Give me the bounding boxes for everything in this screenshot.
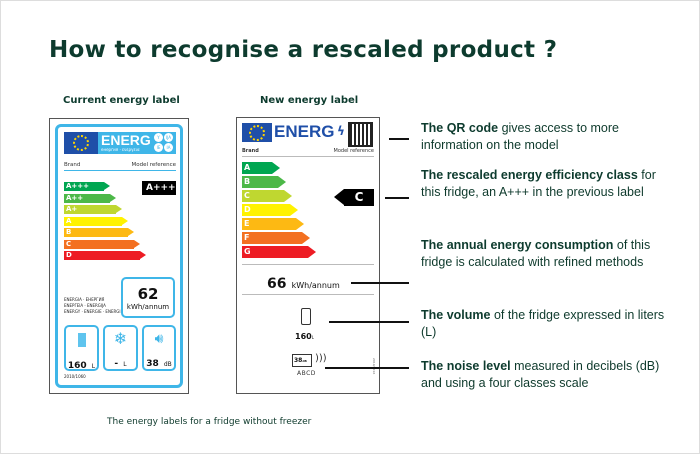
energy-class-bar-b: B — [64, 228, 134, 237]
kwh-value: 62 — [137, 285, 159, 303]
brand-label: Brand — [64, 162, 81, 168]
energ-banner: ENERG енергия · ενεργεια Y IJA IE IA — [98, 132, 176, 154]
energy-class-bar-aplusplusplus: A+++ — [64, 182, 110, 191]
noise-box: 🔊︎ 38 dB — [142, 325, 176, 371]
eu-flag-icon — [242, 123, 272, 142]
energ-logo: ENERG — [274, 122, 335, 141]
volume-description: The volume of the fridge expressed in li… — [421, 308, 665, 339]
qr-description: The QR code gives access to more informa… — [421, 121, 619, 152]
fridge-icon — [77, 333, 86, 347]
snowflake-icon: ❄ — [113, 329, 128, 348]
energy-class-bar-a: A — [64, 216, 128, 226]
new-label-heading: New energy label — [260, 95, 359, 106]
kwh-readout: 66 kWh/annum — [267, 276, 340, 292]
lang-badge: IA — [164, 143, 173, 152]
lang-badge: Y — [154, 133, 163, 142]
energy-word: ΕΝΕΡΓΕΙΑ · ENERGIJA — [64, 303, 106, 308]
speaker-icon: 🔊︎ — [154, 331, 164, 347]
pointer-line — [385, 197, 409, 199]
regulation-number: 2019/2016 — [372, 358, 376, 374]
new-rating-arrow: C — [344, 189, 374, 206]
freezer-box: ❄ - L — [103, 325, 138, 371]
qr-code-icon[interactable] — [348, 122, 373, 147]
speaker-icon: 38dB — [292, 354, 312, 367]
energy-class-bar-g: G — [242, 246, 316, 258]
energy-class-bar-c: C — [242, 190, 292, 202]
consumption-box: 62 kWh/annum — [121, 277, 175, 318]
noise-classes: ABCD — [297, 370, 316, 377]
energy-class-bar-b: B — [242, 176, 286, 188]
model-reference-label: Model reference — [131, 162, 176, 168]
current-energy-label: ENERG енергия · ενεργεια Y IJA IE IA Bra… — [49, 118, 189, 394]
energy-class-bar-aplusplus: A++ — [64, 193, 116, 203]
energy-class-bar-d: D — [242, 204, 298, 216]
energy-class-bar-a: A — [242, 162, 280, 174]
volume-box: 160 L — [64, 325, 99, 371]
lang-badge: IE — [154, 143, 163, 152]
consumption-description: The annual energy consumption of this fr… — [421, 238, 651, 269]
lang-badge: IJA — [164, 133, 173, 142]
fridge-icon — [301, 308, 311, 325]
energy-class-bar-e: E — [242, 218, 304, 230]
kwh-unit: kWh/annum — [126, 303, 170, 311]
eu-flag-icon — [64, 132, 98, 154]
brand-label: Brand — [242, 148, 259, 154]
pointer-line — [389, 138, 409, 140]
sound-waves-icon: ))) — [315, 353, 327, 364]
energy-word: ENERGY · ENERGIE · ENERGI — [64, 309, 121, 314]
page-title: How to recognise a rescaled product ? — [49, 37, 558, 63]
model-reference-label: Model reference — [333, 148, 374, 154]
noise-description: The noise level measured in decibels (dB… — [421, 359, 660, 390]
current-rating-arrow: A+++ — [142, 181, 176, 195]
class-description: The rescaled energy efficiency class for… — [421, 168, 656, 199]
pointer-line — [329, 321, 409, 323]
pointer-line — [351, 282, 409, 284]
energy-word: ENERGIA · ЕНЕРГИЯ — [64, 297, 105, 302]
lightning-icon: ϟ — [337, 124, 345, 138]
energy-class-bar-d: D — [64, 251, 146, 260]
energy-class-bar-f: F — [242, 232, 310, 244]
regulation-number: 2010/1060 — [64, 374, 86, 379]
pointer-line — [325, 367, 409, 369]
current-label-heading: Current energy label — [63, 95, 180, 106]
energy-class-bar-c: C — [64, 239, 140, 249]
caption: The energy labels for a fridge without f… — [107, 417, 312, 427]
energy-class-bar-aplus: A+ — [64, 205, 122, 214]
